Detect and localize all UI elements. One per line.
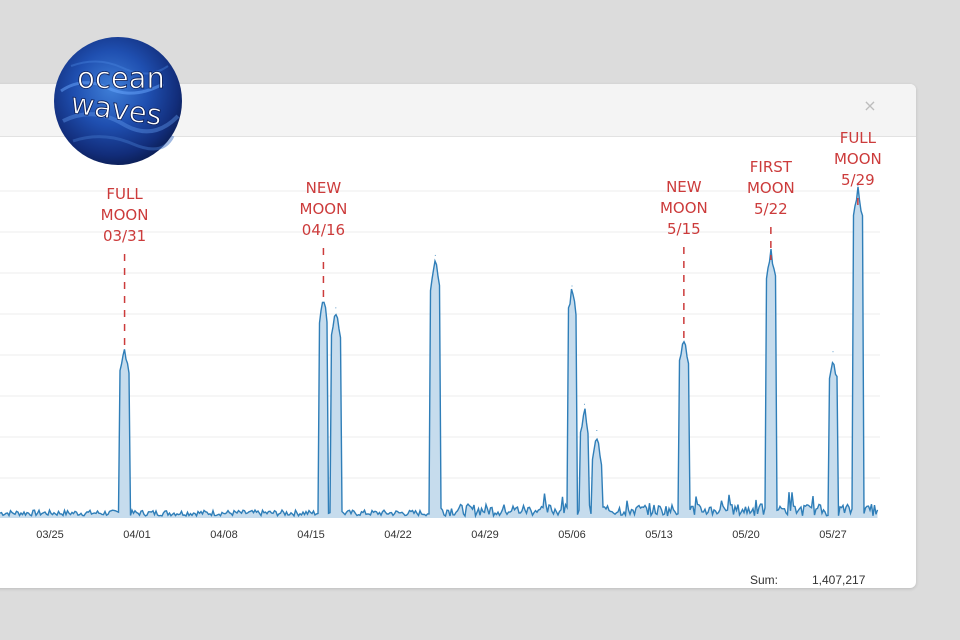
annotation-label: MOON [747, 179, 795, 197]
data-point [832, 351, 834, 353]
ocean-waves-logo: ocean waves [54, 37, 182, 165]
data-point [571, 285, 573, 287]
x-tick-label: 04/15 [297, 529, 325, 541]
annotation-label: 03/31 [103, 227, 146, 245]
logo-text-1: ocean [77, 61, 165, 95]
annotation-label: MOON [834, 150, 882, 168]
chart-panel: × [0, 84, 916, 588]
annotation-label: FULL [106, 185, 143, 203]
annotation-label: 5/22 [754, 200, 788, 218]
annotation-label: FULL [840, 129, 877, 147]
sum-label: Sum: [750, 573, 779, 587]
annotation-label: MOON [300, 200, 348, 218]
x-tick-label: 05/06 [558, 529, 586, 541]
series-line [0, 186, 879, 519]
annotation-label: MOON [660, 199, 708, 217]
x-tick-label: 03/25 [36, 529, 64, 541]
data-point [583, 403, 585, 405]
annotation-label: MOON [101, 206, 149, 224]
x-tick-label: 05/13 [645, 529, 673, 541]
x-tick-label: 04/01 [123, 529, 151, 541]
x-tick-label: 04/08 [210, 529, 238, 541]
x-tick-label: 05/27 [819, 529, 847, 541]
data-point [434, 254, 436, 256]
series-area-fill [0, 186, 878, 519]
annotation-label: FIRST [750, 158, 793, 176]
annotation-label: NEW [666, 178, 702, 196]
data-point [857, 184, 859, 186]
close-icon[interactable]: × [863, 96, 877, 115]
x-tick-label: 04/29 [471, 529, 499, 541]
annotation-label: 5/29 [841, 171, 875, 189]
data-point [335, 307, 337, 309]
data-point [596, 429, 598, 431]
annotation-label: 5/15 [667, 220, 701, 238]
x-tick-label: 05/20 [732, 529, 760, 541]
x-tick-label: 04/22 [384, 529, 412, 541]
x-axis-ticks: 03/25 04/01 04/08 04/15 04/22 04/29 05/06 05/13… [36, 529, 847, 541]
annotations: FULL MOON 03/31 NEW MOON 04/16 NEW MOON 5/15 FIRS… [101, 129, 882, 350]
annotation-label: NEW [306, 179, 342, 197]
sum-value: 1,407,217 [812, 573, 866, 587]
annotation-label: 04/16 [302, 221, 345, 239]
